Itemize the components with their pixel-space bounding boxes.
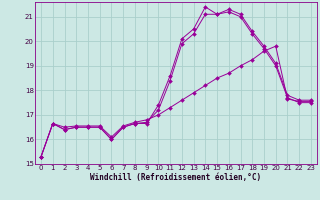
X-axis label: Windchill (Refroidissement éolien,°C): Windchill (Refroidissement éolien,°C) bbox=[91, 173, 261, 182]
